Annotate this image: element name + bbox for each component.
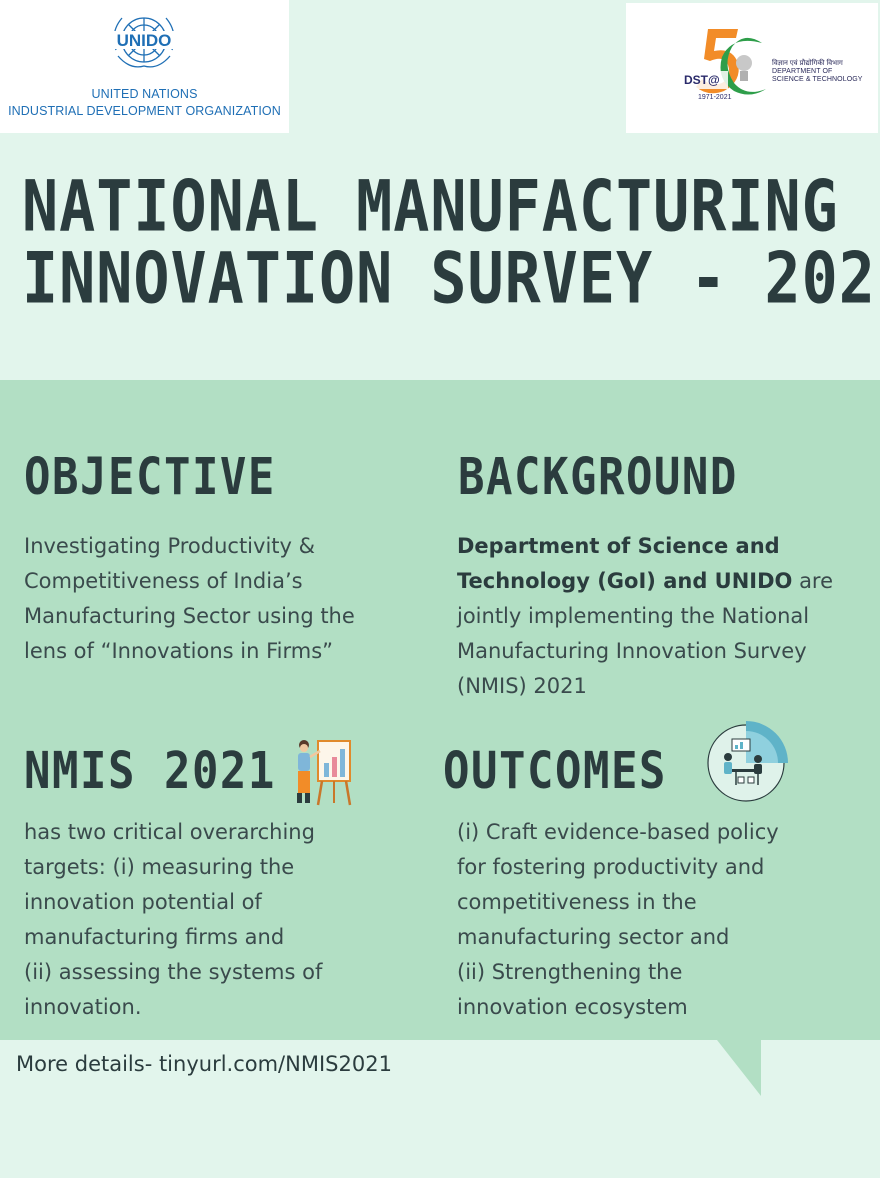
background-line: jointly implementing the National — [457, 604, 810, 628]
background-heading: BACKGROUND — [458, 448, 738, 507]
objective-line: Manufacturing Sector using the — [24, 604, 355, 628]
unido-name-line2: INDUSTRIAL DEVELOPMENT ORGANIZATION — [8, 104, 281, 118]
presentation-easel-icon — [297, 740, 352, 806]
more-details-link[interactable]: More details- tinyurl.com/NMIS2021 — [16, 1052, 392, 1076]
outcomes-text: (i) Craft evidence-based policy for fost… — [457, 815, 857, 1025]
outcomes-line: (i) Craft evidence-based policy — [457, 820, 779, 844]
speech-bubble-tail — [717, 1040, 761, 1096]
dst-dept-line2: SCIENCE & TECHNOLOGY — [772, 76, 863, 83]
svg-text:1971-2021: 1971-2021 — [698, 94, 732, 101]
nmis-line: innovation potential of — [24, 890, 262, 914]
nmis-line: has two critical overarching — [24, 820, 315, 844]
outcomes-line: for fostering productivity and — [457, 855, 765, 879]
background-line: (NMIS) 2021 — [457, 674, 587, 698]
background-text: Department of Science and Technology (Go… — [457, 529, 857, 704]
background-bold-line2: Technology (GoI) and UNIDO — [457, 569, 793, 593]
nmis-line: targets: (i) measuring the — [24, 855, 295, 879]
nmis-line: (ii) assessing the systems of — [24, 960, 323, 984]
outcomes-line: competitiveness in the — [457, 890, 697, 914]
svg-text:DST@: DST@ — [684, 73, 720, 87]
nmis-heading: NMIS 2021 — [24, 742, 276, 801]
dst-logo: DST@ 1971-2021 विज्ञान एवं प्रौद्योगिकी … — [626, 3, 878, 133]
team-analytics-icon — [707, 721, 788, 802]
un-emblem-icon: UNIDO — [110, 17, 178, 68]
objective-line: Competitiveness of India’s — [24, 569, 303, 593]
page-title-line1: NATIONAL MANUFACTURING — [22, 165, 839, 249]
svg-text:UNIDO: UNIDO — [117, 31, 172, 50]
background-line: Manufacturing Innovation Survey — [457, 639, 807, 663]
nmis-line: innovation. — [24, 995, 142, 1019]
dst-dept-line1: DEPARTMENT OF — [772, 68, 833, 75]
dst-hindi-name: विज्ञान एवं प्रौद्योगिकी विभाग — [772, 60, 843, 67]
unido-name-line1: UNITED NATIONS — [91, 87, 198, 101]
objective-line: Investigating Productivity & — [24, 534, 315, 558]
objective-text: Investigating Productivity & Competitive… — [24, 529, 414, 669]
dst-50-years-emblem-icon: DST@ 1971-2021 — [682, 29, 766, 101]
background-line2-rest: are — [792, 569, 834, 593]
objective-line: lens of “Innovations in Firms” — [24, 639, 334, 663]
outcomes-line: innovation ecosystem — [457, 995, 688, 1019]
unido-logo: UNIDO UNITED NATIONS INDUSTRIAL DEVELOPM… — [0, 0, 289, 133]
nmis-line: manufacturing firms and — [24, 925, 285, 949]
objective-heading: OBJECTIVE — [24, 448, 276, 507]
background-bold-line1: Department of Science and — [457, 534, 780, 558]
content-panel — [0, 380, 880, 1040]
outcomes-line: (ii) Strengthening the — [457, 960, 683, 984]
outcomes-line: manufacturing sector and — [457, 925, 730, 949]
outcomes-heading: OUTCOMES — [443, 742, 667, 801]
dst-department-name: विज्ञान एवं प्रौद्योगिकी विभाग DEPARTMEN… — [772, 59, 876, 84]
nmis-text: has two critical overarching targets: (i… — [24, 815, 414, 1025]
page-title-line2: INNOVATION SURVEY - 2021 — [22, 237, 880, 321]
